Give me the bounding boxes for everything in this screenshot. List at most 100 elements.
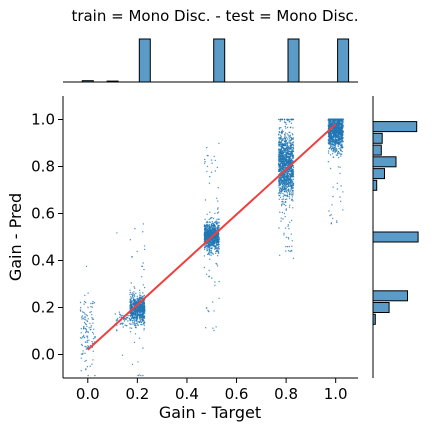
scatter-point (290, 143, 292, 145)
scatter-point (285, 195, 287, 197)
scatter-point (335, 134, 337, 136)
scatter-point (82, 317, 84, 319)
top-hist-bar (213, 38, 226, 83)
scatter-point (278, 163, 280, 165)
scatter-point (331, 122, 333, 124)
scatter-point (212, 253, 214, 255)
scatter-point (292, 137, 295, 139)
scatter-point (287, 237, 289, 239)
scatter-point (130, 327, 133, 329)
scatter-point (83, 321, 86, 324)
scatter-point (332, 217, 334, 220)
scatter-point (208, 241, 210, 244)
scatter-point (291, 192, 293, 194)
scatter-point (288, 148, 290, 150)
scatter-point (288, 190, 291, 192)
top-hist-bar (287, 38, 300, 83)
scatter-point (288, 246, 290, 248)
scatter-point (328, 134, 330, 136)
scatter-point (288, 150, 290, 152)
right-hist-bar (372, 231, 419, 243)
scatter-point (137, 309, 139, 312)
scatter-point (85, 330, 88, 333)
scatter-point (286, 162, 288, 164)
scatter-point (281, 211, 284, 214)
scatter-point (213, 238, 216, 240)
scatter-point (283, 174, 285, 176)
scatter-point (137, 321, 140, 323)
scatter-point (92, 338, 95, 340)
scatter-point (292, 183, 294, 185)
scatter-point (129, 239, 132, 241)
scatter-point (292, 165, 295, 167)
scatter-point (340, 140, 342, 143)
scatter-point (143, 286, 146, 289)
scatter-point (288, 192, 291, 194)
scatter-point (333, 134, 336, 137)
scatter-point (79, 301, 82, 304)
scatter-point (286, 182, 289, 185)
scatter-point (90, 305, 92, 308)
scatter-point (333, 133, 335, 135)
scatter-point (287, 177, 289, 179)
scatter-point (281, 186, 284, 188)
scatter-point (88, 327, 90, 329)
scatter-point (203, 224, 206, 226)
scatter-point (140, 319, 142, 322)
scatter-point (337, 145, 339, 147)
scatter-point (216, 221, 219, 223)
x-tick-label: 0.2 (125, 385, 149, 403)
scatter-point (284, 148, 287, 150)
scatter-point (139, 311, 141, 313)
scatter-point (278, 143, 280, 145)
scatter-point (203, 162, 206, 164)
scatter-point (217, 227, 219, 230)
scatter-point (334, 147, 336, 149)
scatter-point (135, 324, 137, 327)
scatter-point (129, 319, 132, 321)
scatter-point (81, 318, 83, 320)
scatter-point (284, 180, 286, 182)
scatter-point (289, 139, 291, 142)
scatter-point (341, 127, 344, 130)
scatter-point (136, 295, 138, 297)
scatter-point (131, 316, 134, 318)
scatter-point (285, 189, 288, 191)
scatter-point (84, 294, 86, 297)
scatter-point (138, 374, 140, 376)
scatter-point (141, 310, 143, 313)
scatter-point (283, 178, 285, 180)
scatter-point (133, 323, 135, 325)
scatter-point (291, 152, 293, 155)
scatter-point (286, 195, 288, 197)
scatter-point (289, 156, 291, 158)
scatter-point (89, 311, 91, 314)
scatter-point (215, 221, 217, 224)
right-hist-bar (372, 144, 382, 156)
scatter-point (341, 137, 343, 140)
scatter-point (290, 173, 292, 176)
scatter-point (291, 196, 293, 198)
scatter-point (213, 242, 216, 244)
scatter-point (132, 300, 134, 302)
scatter-point (137, 300, 140, 303)
scatter-point (81, 316, 83, 318)
scatter-point (331, 204, 333, 206)
scatter-point (85, 323, 88, 326)
scatter-point (339, 172, 341, 175)
scatter-point (286, 133, 288, 135)
scatter-point (119, 313, 121, 315)
scatter-point (287, 134, 289, 136)
scatter-point (218, 218, 220, 220)
scatter-point (207, 232, 209, 234)
scatter-point (85, 314, 88, 316)
scatter-point (292, 147, 295, 149)
scatter-point (289, 126, 292, 129)
scatter-point (210, 251, 212, 254)
scatter-point (91, 306, 93, 308)
scatter-point (280, 182, 282, 185)
scatter-point (288, 138, 291, 140)
scatter-point (292, 184, 295, 186)
scatter-point (290, 233, 292, 235)
scatter-point (85, 359, 87, 362)
